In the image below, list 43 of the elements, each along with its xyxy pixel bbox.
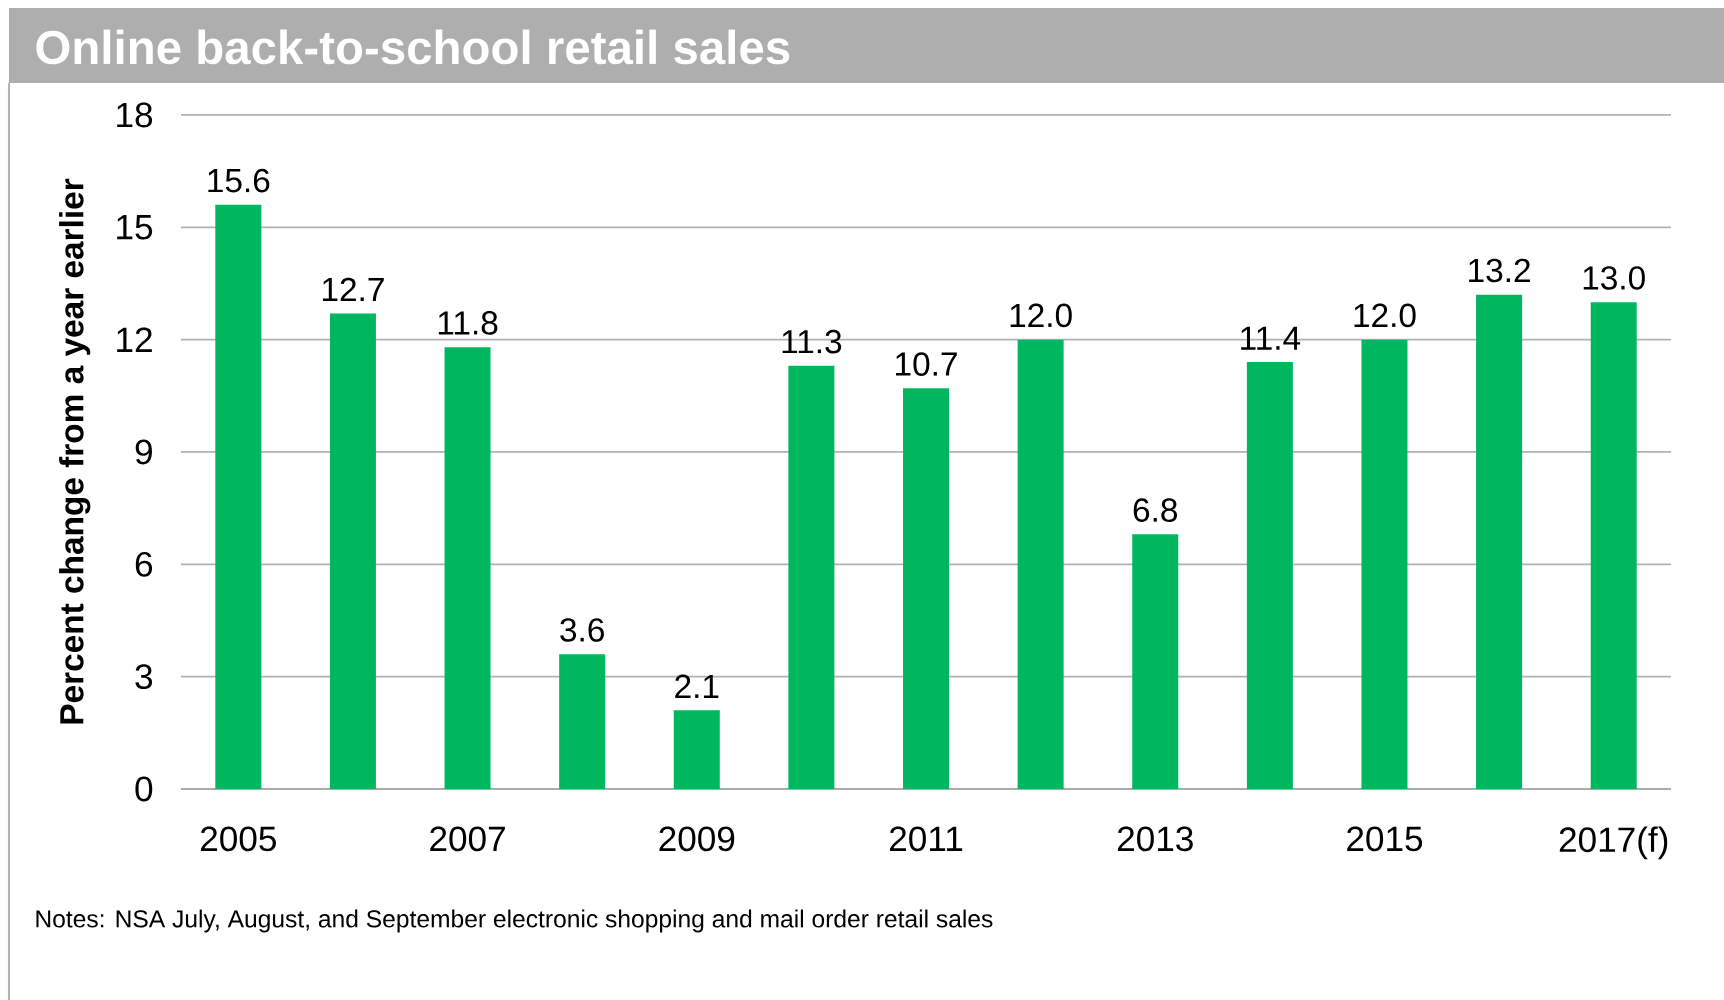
bar <box>1017 339 1064 789</box>
y-axis-title: Percent change from a year earlier <box>59 178 91 724</box>
y-tick-label: 0 <box>135 776 153 802</box>
bar <box>215 204 262 789</box>
data-label: 10.7 <box>896 352 957 376</box>
data-label: 13.2 <box>1469 258 1530 283</box>
data-label: 6.8 <box>1133 498 1178 522</box>
bar <box>329 313 376 789</box>
y-tick-label: 3 <box>135 664 153 690</box>
bar <box>444 347 491 789</box>
y-tick-label: 9 <box>135 439 152 465</box>
data-label: 11.8 <box>438 311 498 335</box>
x-tick-label: 2005 <box>200 826 276 852</box>
data-label: 11.3 <box>782 329 842 354</box>
x-tick-label: 2007 <box>430 826 505 852</box>
x-tick-label: 2015 <box>1347 826 1423 852</box>
data-label: 12.7 <box>322 277 384 302</box>
data-label: 11.4 <box>1241 326 1301 350</box>
y-tick-label: 6 <box>135 551 153 577</box>
data-label: 3.6 <box>560 618 604 642</box>
bar <box>1476 294 1523 789</box>
x-tick-label: 2013 <box>1117 826 1193 852</box>
bar <box>788 365 835 789</box>
y-tick-label: 12 <box>117 327 152 352</box>
bar <box>1246 362 1293 789</box>
bar <box>1590 302 1637 789</box>
bar <box>903 388 950 789</box>
y-tick-label: 18 <box>117 102 153 128</box>
data-label: 12.0 <box>1354 303 1416 328</box>
data-label: 2.1 <box>675 674 719 698</box>
y-tick-label: 15 <box>117 215 153 240</box>
data-label: 15.6 <box>208 168 270 193</box>
bar <box>1361 339 1408 789</box>
chart-title: Online back-to-school retail sales <box>36 29 790 65</box>
bar <box>1132 534 1179 789</box>
x-tick-label: 2017(f) <box>1559 826 1668 860</box>
x-tick-label: 2009 <box>659 826 735 852</box>
bar <box>559 654 606 789</box>
bar <box>673 710 720 789</box>
x-tick-label: 2011 <box>889 826 963 852</box>
data-label: 12.0 <box>1010 303 1072 328</box>
text: Notes: NSA July, August, and September electronic shopping and mail order retail sales <box>36 909 993 933</box>
data-label: 13.0 <box>1583 266 1645 290</box>
